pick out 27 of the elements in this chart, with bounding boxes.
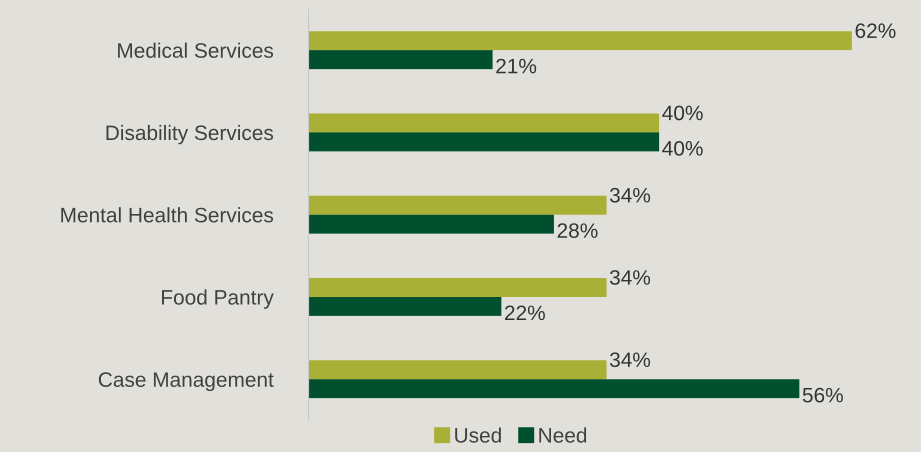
data-label: 21% xyxy=(496,58,536,74)
bar xyxy=(308,31,852,50)
data-label: 28% xyxy=(558,223,598,238)
y-tick-label: Mental Health Services xyxy=(61,207,274,222)
data-label: 40% xyxy=(662,106,703,120)
bar xyxy=(308,360,607,380)
data-label: 34% xyxy=(610,188,650,203)
bar xyxy=(308,296,502,316)
bar xyxy=(308,214,554,234)
y-tick-label: Case Management xyxy=(98,372,274,392)
bar xyxy=(308,379,800,398)
data-label: 34% xyxy=(610,352,650,368)
bar xyxy=(308,278,607,297)
data-label: 40% xyxy=(662,140,703,156)
bar xyxy=(308,114,660,132)
data-label: 56% xyxy=(802,388,843,403)
bar xyxy=(308,132,660,152)
data-label: 62% xyxy=(856,23,896,38)
data-label: 22% xyxy=(505,305,545,320)
bar xyxy=(308,50,493,70)
legend-label: Need xyxy=(539,427,586,443)
legend-label: Used xyxy=(455,427,501,443)
y-tick-label: Food Pantry xyxy=(162,289,274,309)
y-tick-label: Medical Services xyxy=(118,42,274,58)
bar xyxy=(308,196,607,215)
y-tick-label: Disability Services xyxy=(106,124,274,144)
data-label: 34% xyxy=(610,270,650,285)
